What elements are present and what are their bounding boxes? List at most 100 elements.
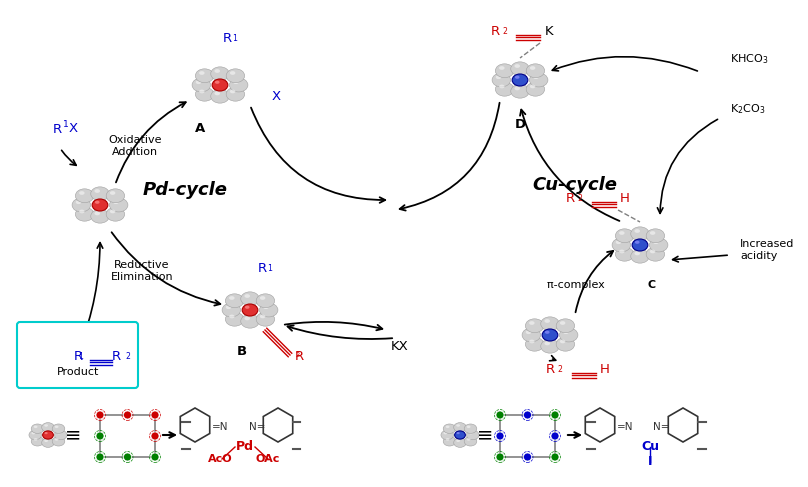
Ellipse shape [260, 296, 265, 300]
Text: K: K [545, 25, 553, 38]
Circle shape [551, 411, 559, 419]
Ellipse shape [545, 341, 550, 345]
Ellipse shape [92, 199, 107, 211]
Text: KHCO$_3$: KHCO$_3$ [730, 52, 768, 66]
Ellipse shape [214, 92, 220, 95]
Circle shape [496, 432, 504, 440]
Ellipse shape [511, 84, 529, 98]
Ellipse shape [541, 339, 559, 353]
Ellipse shape [560, 321, 566, 325]
Text: acidity: acidity [740, 251, 777, 261]
Text: Elimination: Elimination [111, 272, 173, 282]
Ellipse shape [229, 78, 248, 92]
Text: KX: KX [391, 340, 409, 353]
Text: Reductive: Reductive [114, 260, 170, 270]
Ellipse shape [512, 74, 528, 86]
Ellipse shape [522, 328, 541, 342]
Ellipse shape [32, 432, 36, 434]
Ellipse shape [225, 294, 244, 308]
Ellipse shape [57, 432, 61, 434]
Text: R: R [53, 123, 62, 136]
Text: π-complex: π-complex [547, 280, 608, 290]
Ellipse shape [79, 191, 85, 195]
Ellipse shape [469, 432, 473, 434]
Ellipse shape [90, 209, 109, 223]
Circle shape [96, 453, 104, 461]
Text: C: C [648, 280, 656, 290]
Ellipse shape [110, 191, 116, 195]
Text: N=: N= [249, 422, 265, 432]
Ellipse shape [229, 90, 235, 94]
Ellipse shape [95, 201, 99, 204]
Text: K$_2$CO$_3$: K$_2$CO$_3$ [730, 102, 765, 116]
Text: N=: N= [654, 422, 670, 432]
Ellipse shape [42, 423, 54, 432]
Text: Increased: Increased [740, 239, 794, 249]
Text: $^2$: $^2$ [557, 365, 563, 375]
Ellipse shape [446, 438, 449, 441]
Text: $^1$: $^1$ [267, 264, 273, 274]
Text: X: X [272, 90, 281, 103]
Ellipse shape [55, 438, 58, 441]
Ellipse shape [54, 431, 67, 440]
Text: R: R [566, 192, 575, 205]
Ellipse shape [199, 90, 204, 94]
Ellipse shape [616, 247, 633, 261]
Ellipse shape [53, 436, 65, 446]
Ellipse shape [215, 81, 220, 84]
Ellipse shape [542, 329, 558, 341]
Ellipse shape [499, 66, 505, 70]
Ellipse shape [211, 67, 229, 81]
Circle shape [124, 453, 132, 461]
Ellipse shape [454, 438, 466, 448]
Text: =N: =N [617, 422, 633, 432]
Ellipse shape [529, 321, 535, 325]
Ellipse shape [44, 439, 48, 442]
Ellipse shape [530, 85, 536, 88]
Text: B: B [237, 345, 247, 358]
Ellipse shape [44, 424, 48, 427]
Ellipse shape [44, 432, 48, 434]
Ellipse shape [259, 303, 278, 317]
Ellipse shape [34, 426, 37, 428]
Ellipse shape [192, 78, 211, 92]
Ellipse shape [72, 198, 90, 212]
Ellipse shape [529, 339, 535, 343]
Circle shape [151, 411, 159, 419]
Text: Cu: Cu [641, 440, 659, 453]
Ellipse shape [229, 315, 234, 318]
Ellipse shape [226, 69, 245, 83]
Ellipse shape [515, 87, 520, 90]
Ellipse shape [95, 189, 100, 193]
Ellipse shape [32, 436, 44, 446]
Ellipse shape [256, 294, 275, 308]
Text: R: R [258, 262, 267, 275]
Ellipse shape [563, 330, 569, 334]
Circle shape [551, 432, 559, 440]
Ellipse shape [90, 187, 109, 201]
Circle shape [551, 453, 559, 461]
Ellipse shape [113, 200, 119, 204]
Text: Cu-cycle: Cu-cycle [532, 176, 617, 194]
Ellipse shape [526, 82, 545, 96]
Ellipse shape [467, 438, 470, 441]
Text: H: H [600, 363, 610, 376]
Ellipse shape [222, 303, 241, 317]
Ellipse shape [225, 305, 231, 309]
Ellipse shape [465, 424, 477, 433]
Ellipse shape [457, 439, 460, 442]
Ellipse shape [499, 85, 505, 88]
Ellipse shape [241, 292, 259, 306]
Ellipse shape [256, 312, 275, 326]
Ellipse shape [526, 330, 532, 334]
Ellipse shape [444, 432, 448, 434]
Circle shape [151, 453, 159, 461]
Text: $^2$: $^2$ [502, 27, 508, 37]
Ellipse shape [75, 207, 94, 221]
Text: =N: =N [212, 422, 229, 432]
Ellipse shape [495, 64, 514, 78]
Text: OAc: OAc [256, 454, 280, 464]
Ellipse shape [29, 431, 41, 440]
Text: ≡: ≡ [477, 426, 493, 445]
Ellipse shape [515, 64, 520, 68]
